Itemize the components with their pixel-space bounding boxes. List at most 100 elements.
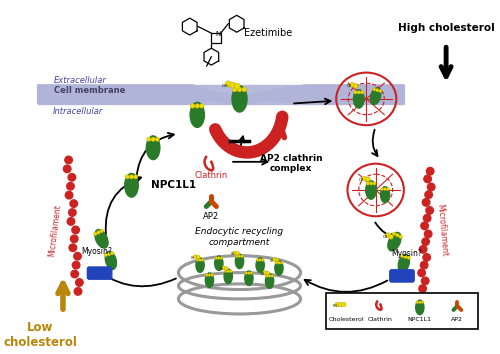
Circle shape — [376, 88, 379, 92]
Circle shape — [388, 235, 394, 239]
Circle shape — [236, 252, 240, 255]
Circle shape — [421, 301, 424, 303]
Circle shape — [407, 256, 410, 259]
Circle shape — [66, 192, 73, 199]
Circle shape — [423, 254, 430, 261]
Circle shape — [68, 209, 76, 216]
Ellipse shape — [190, 102, 204, 127]
Circle shape — [400, 255, 404, 258]
Circle shape — [211, 274, 214, 276]
Circle shape — [110, 252, 114, 255]
Circle shape — [280, 262, 283, 264]
Circle shape — [230, 82, 235, 88]
Ellipse shape — [380, 187, 390, 202]
Text: OH: OH — [332, 304, 337, 308]
Circle shape — [199, 259, 202, 261]
Circle shape — [232, 87, 237, 92]
Polygon shape — [38, 85, 404, 105]
Circle shape — [64, 165, 71, 173]
Ellipse shape — [105, 251, 117, 269]
Circle shape — [425, 191, 432, 199]
Circle shape — [69, 244, 76, 251]
Circle shape — [238, 255, 241, 257]
Circle shape — [227, 270, 230, 273]
Ellipse shape — [370, 88, 381, 104]
Circle shape — [428, 183, 435, 191]
Circle shape — [100, 229, 103, 233]
Circle shape — [155, 137, 160, 141]
Circle shape — [350, 82, 354, 87]
Circle shape — [272, 258, 276, 261]
Text: OH: OH — [347, 85, 352, 88]
Circle shape — [202, 259, 204, 261]
Bar — [326, 293, 478, 329]
Circle shape — [250, 272, 253, 274]
Circle shape — [420, 261, 428, 269]
Text: OH: OH — [382, 235, 388, 239]
Text: Clathrin: Clathrin — [368, 318, 393, 322]
Text: Myosin?: Myosin? — [82, 246, 112, 256]
Circle shape — [226, 81, 231, 87]
Circle shape — [386, 233, 390, 238]
Circle shape — [278, 262, 280, 264]
Text: Microfilament: Microfilament — [47, 204, 62, 257]
Circle shape — [386, 188, 390, 190]
Text: OH: OH — [270, 258, 274, 263]
Ellipse shape — [354, 90, 364, 108]
Circle shape — [424, 230, 432, 238]
Circle shape — [96, 231, 100, 234]
Text: AP2: AP2 — [204, 212, 220, 221]
Circle shape — [70, 200, 78, 207]
Circle shape — [262, 259, 264, 261]
Circle shape — [424, 215, 431, 222]
Circle shape — [418, 269, 426, 276]
Circle shape — [194, 255, 197, 258]
Ellipse shape — [95, 230, 108, 248]
Circle shape — [222, 266, 226, 270]
Circle shape — [74, 288, 82, 295]
Circle shape — [242, 87, 246, 92]
Circle shape — [381, 188, 384, 190]
Circle shape — [366, 177, 370, 182]
Circle shape — [67, 218, 74, 225]
Circle shape — [208, 274, 211, 276]
Bar — [38, 85, 404, 104]
Text: Myosin?: Myosin? — [391, 249, 422, 258]
Circle shape — [384, 188, 386, 190]
Circle shape — [256, 259, 259, 261]
Ellipse shape — [236, 254, 244, 269]
Text: N: N — [216, 31, 220, 37]
Circle shape — [108, 252, 111, 256]
Circle shape — [370, 182, 372, 185]
Circle shape — [190, 104, 195, 108]
Ellipse shape — [398, 254, 409, 272]
Text: Cell membrane: Cell membrane — [54, 86, 125, 95]
Circle shape — [420, 246, 427, 253]
Text: OH: OH — [222, 84, 228, 88]
Circle shape — [404, 255, 407, 258]
Text: OH: OH — [192, 256, 196, 260]
Circle shape — [237, 87, 242, 92]
Ellipse shape — [206, 273, 214, 287]
Circle shape — [147, 137, 151, 141]
Circle shape — [70, 235, 78, 242]
Ellipse shape — [125, 173, 138, 197]
Circle shape — [362, 176, 366, 181]
Circle shape — [360, 91, 364, 94]
Circle shape — [224, 270, 227, 273]
Circle shape — [373, 88, 376, 91]
Text: Extracellular: Extracellular — [54, 76, 106, 85]
Text: Ezetimibe: Ezetimibe — [244, 28, 292, 38]
Ellipse shape — [275, 261, 283, 275]
Circle shape — [130, 175, 134, 179]
Circle shape — [220, 257, 222, 259]
Circle shape — [421, 222, 428, 230]
Circle shape — [422, 199, 430, 206]
Circle shape — [357, 91, 360, 94]
Circle shape — [125, 175, 130, 179]
Circle shape — [422, 238, 430, 245]
Circle shape — [72, 261, 80, 269]
Text: NPC1L1: NPC1L1 — [151, 180, 196, 190]
Ellipse shape — [146, 136, 160, 160]
Circle shape — [196, 259, 199, 261]
